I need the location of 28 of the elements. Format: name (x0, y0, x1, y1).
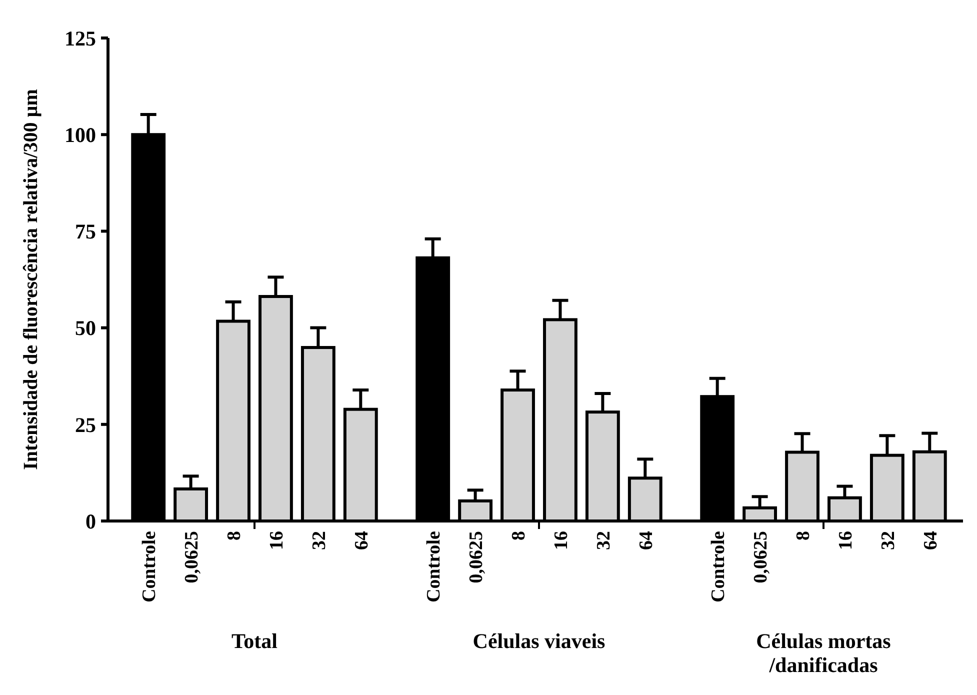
x-tick-label: 16 (550, 531, 572, 550)
x-tick-label: 64 (920, 530, 942, 550)
y-tick-label: 75 (75, 220, 96, 244)
x-tick-label: 8 (224, 531, 245, 540)
x-tick-label: 64 (636, 530, 657, 550)
x-tick-label: Controle (423, 531, 444, 602)
y-tick-label: 125 (64, 26, 96, 50)
text: Células mortas /danificadas (756, 629, 891, 678)
x-tick-label: 8 (508, 531, 530, 540)
x-tick-label: 64 (351, 530, 372, 550)
x-tick-label: Controle (138, 531, 160, 602)
x-tick-label: 16 (266, 531, 288, 550)
x-tick-label: 16 (835, 531, 856, 550)
y-tick-label: 0 (86, 509, 96, 534)
x-tick-label: 0,0625 (181, 531, 202, 584)
text: Células viaveis (472, 629, 606, 653)
y-tick-label: 100 (64, 122, 96, 147)
x-tick-label: 0,0625 (750, 531, 772, 584)
text: Total (232, 629, 278, 653)
x-tick-label: 32 (878, 531, 899, 550)
x-tick-label: 8 (792, 531, 814, 540)
x-tick-label: Controle (708, 531, 729, 602)
x-tick-label: 0,0625 (466, 531, 487, 584)
y-tick-label: 50 (75, 316, 96, 340)
x-tick-label: 32 (308, 531, 330, 550)
y-tick-label: 25 (75, 412, 96, 437)
x-tick-label: 32 (593, 531, 614, 550)
y-axis-title: Intensidade de fluorescência relativa/300 µm (20, 88, 42, 470)
